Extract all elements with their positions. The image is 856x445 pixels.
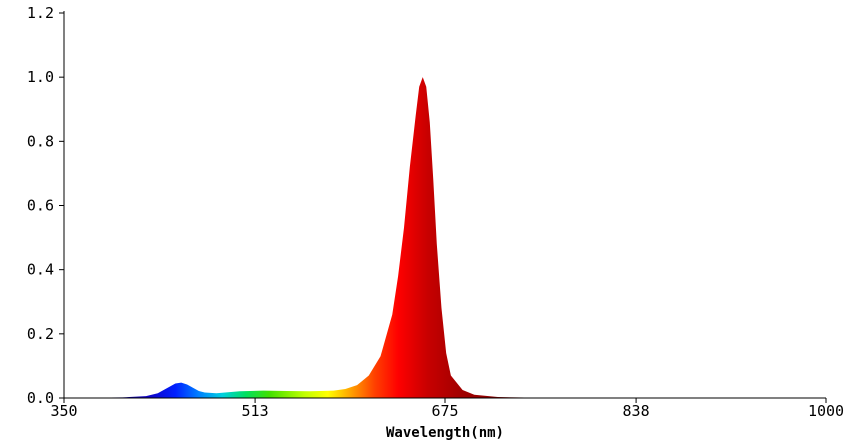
x-axis-title: Wavelength(nm) <box>386 425 504 441</box>
y-tick-label: 0.2 <box>27 325 54 343</box>
x-tick-label: 675 <box>431 402 458 420</box>
y-tick-label: 1.2 <box>27 4 54 22</box>
axes <box>63 11 826 399</box>
y-tick-label: 0.8 <box>27 132 54 150</box>
x-tick-label: 350 <box>50 402 77 420</box>
y-tick-label: 0.6 <box>27 197 54 215</box>
spectrum-area-0 <box>64 77 826 399</box>
y-tick-label: 1.0 <box>27 68 54 86</box>
y-tick-label: 0.0 <box>27 389 54 407</box>
x-tick-label: 513 <box>242 402 269 420</box>
plot-area <box>64 77 826 399</box>
y-tick-label: 0.4 <box>27 261 54 279</box>
ticks: 0.0 0.2 0.4 0.6 0.8 1.0 1.2 350 513 675 838 1000 <box>27 4 844 420</box>
x-tick-label: 1000 <box>808 402 844 420</box>
x-tick-label: 838 <box>623 402 650 420</box>
